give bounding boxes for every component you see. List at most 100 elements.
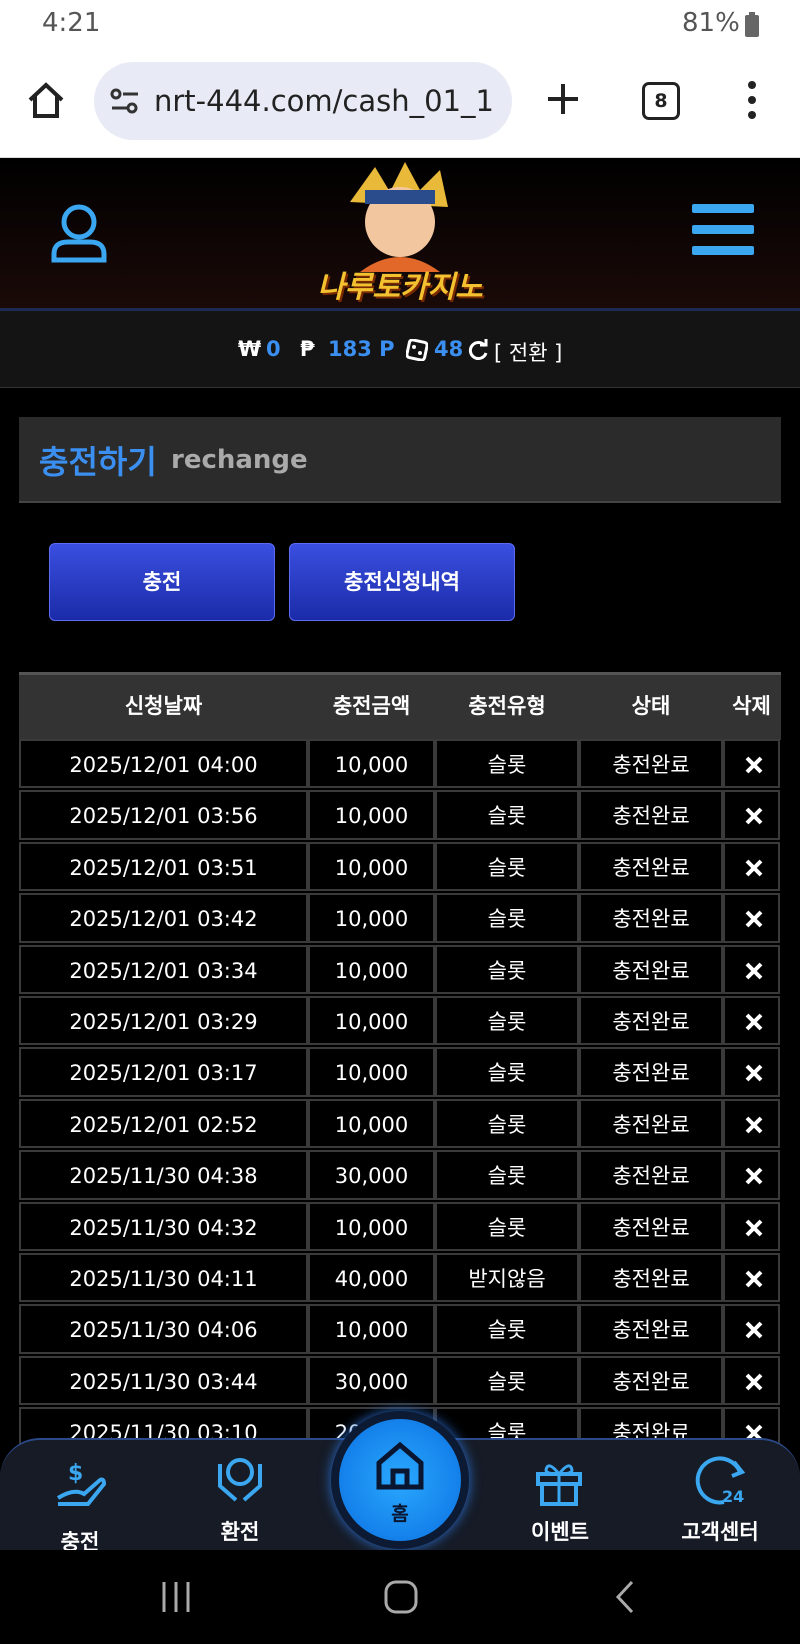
table-cell: 10,000 (308, 1098, 435, 1149)
table-cell: 2025/11/30 04:32 (19, 1201, 308, 1251)
delete-icon[interactable] (745, 1167, 763, 1185)
delete-icon[interactable] (745, 1116, 763, 1134)
points: 183 P (328, 337, 395, 361)
table-cell: 10,000 (308, 1304, 435, 1354)
delete-icon[interactable] (745, 756, 763, 774)
table-cell: 충전완료 (579, 739, 723, 789)
table-cell: 2025/11/30 03:44 (19, 1355, 308, 1406)
url: nrt-444.com/cash_01_1 (154, 84, 494, 118)
table-cell: 2025/12/01 02:52 (19, 1098, 308, 1149)
table-cell: 40,000 (308, 1253, 435, 1303)
table-cell: 2025/12/01 03:56 (19, 790, 308, 840)
system-home[interactable] (384, 1580, 418, 1614)
logo-text: 나루토카지노 (317, 270, 483, 305)
point-symbol: ₱ (300, 337, 315, 361)
svg-text:$: $ (68, 1461, 83, 1486)
nav-label[interactable]: 고객센터 (681, 1520, 759, 1544)
won: 0 (266, 337, 281, 361)
table-cell: 30,000 (308, 1150, 435, 1200)
time: 4:21 (42, 8, 101, 38)
table-cell: 충전완료 (579, 996, 723, 1046)
hamburger[interactable] (692, 204, 754, 256)
table-cell: 10,000 (308, 1201, 435, 1251)
charge-button[interactable]: 충전 (49, 543, 275, 621)
convert[interactable]: [ 전환 ] (494, 341, 563, 365)
delete-cell (723, 944, 780, 994)
balance-bar: ₩ 0 ₱ 183 P 48 [ 전환 ] (0, 311, 800, 388)
delete-icon[interactable] (745, 1373, 763, 1391)
delete-cell (723, 739, 780, 789)
logo-art (350, 162, 448, 272)
home-button-nav[interactable]: 홈 (339, 1419, 461, 1541)
header-cell: 충전금액 (332, 694, 411, 718)
table-cell: 2025/11/30 04:38 (19, 1150, 308, 1200)
site-settings[interactable] (110, 88, 140, 114)
won-symbol: ₩ (238, 337, 262, 361)
tab-count[interactable]: 8 (642, 82, 680, 120)
delete-icon[interactable] (745, 1321, 763, 1339)
charge-icon: $ (56, 1461, 106, 1506)
nav-label[interactable]: 홈 (391, 1503, 409, 1525)
section-title-box: 충전하기 rechange (19, 417, 781, 503)
table-cell: 슬롯 (435, 1304, 579, 1354)
home-icon (376, 1441, 424, 1490)
table-cell: 2025/11/30 04:06 (19, 1304, 308, 1354)
table-cell: 슬롯 (435, 1150, 579, 1200)
table-cell: 10,000 (308, 893, 435, 943)
refresh-icon[interactable] (467, 339, 489, 361)
new-tab[interactable] (546, 82, 580, 116)
recent-apps[interactable] (160, 1580, 192, 1614)
table-cell: 충전완료 (579, 1355, 723, 1406)
battery-icon (745, 12, 759, 37)
nav-label[interactable]: 환전 (220, 1520, 260, 1544)
delete-icon[interactable] (745, 1270, 763, 1288)
delete-cell (723, 1355, 780, 1406)
delete-cell (723, 996, 780, 1046)
svg-text:24: 24 (722, 1487, 744, 1506)
system-nav (0, 1550, 800, 1644)
url-field[interactable]: nrt-444.com/cash_01_1 (94, 62, 512, 140)
home-button[interactable] (26, 80, 66, 120)
table-cell: 2025/12/01 03:17 (19, 1047, 308, 1097)
header-cell: 충전유형 (468, 694, 546, 718)
table-cell: 2025/12/01 03:42 (19, 893, 308, 943)
table-cell: 충전완료 (579, 944, 723, 994)
table-cell: 충전완료 (579, 1150, 723, 1200)
delete-cell (723, 893, 780, 943)
history-button[interactable]: 충전신청내역 (289, 543, 515, 621)
delete-icon[interactable] (745, 859, 763, 877)
table-cell: 슬롯 (435, 893, 579, 943)
table-cell: 10,000 (308, 841, 435, 892)
table-cell: 슬롯 (435, 1201, 579, 1251)
exchange-icon (218, 1458, 262, 1502)
delete-cell (723, 1098, 780, 1149)
delete-cell (723, 790, 780, 840)
table-header: 신청날짜 충전금액 충전유형 상태 삭제 (19, 672, 781, 740)
table-cell: 2025/12/01 03:29 (19, 996, 308, 1046)
nav-label[interactable]: 이벤트 (531, 1520, 589, 1544)
delete-icon[interactable] (745, 807, 763, 825)
user-icon[interactable] (50, 204, 108, 264)
table-cell: 슬롯 (435, 996, 579, 1046)
menu[interactable] (744, 80, 760, 120)
system-back[interactable] (614, 1580, 636, 1614)
table-cell: 2025/12/01 03:51 (19, 841, 308, 892)
table-cell: 2025/12/01 04:00 (19, 739, 308, 789)
delete-icon[interactable] (745, 910, 763, 928)
delete-cell (723, 1304, 780, 1354)
delete-icon[interactable] (745, 962, 763, 980)
table-cell: 10,000 (308, 944, 435, 994)
event-icon (536, 1464, 582, 1506)
delete-icon[interactable] (745, 1219, 763, 1237)
chips: 48 (434, 337, 464, 361)
chip-icon (406, 339, 428, 361)
delete-icon[interactable] (745, 1064, 763, 1082)
table-cell: 충전완료 (579, 1304, 723, 1354)
table-cell: 받지않음 (435, 1253, 579, 1303)
header-cell: 상태 (631, 694, 671, 718)
table-cell: 10,000 (308, 1047, 435, 1097)
table-cell: 2025/12/01 03:34 (19, 944, 308, 994)
support-icon: 24 (695, 1456, 746, 1506)
delete-icon[interactable] (745, 1013, 763, 1031)
